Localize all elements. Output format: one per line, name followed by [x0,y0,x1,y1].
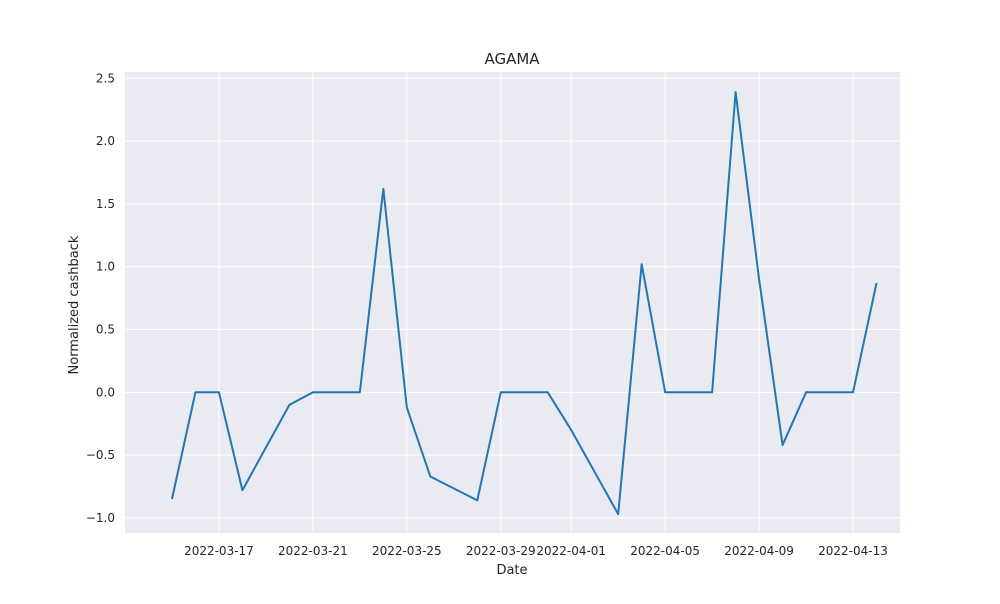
x-tick-label: 2022-03-25 [372,544,442,558]
y-tick-label: 2.0 [96,134,115,148]
chart-title: AGAMA [484,50,540,68]
x-tick-label: 2022-03-29 [466,544,536,558]
x-tick-label: 2022-04-01 [536,544,606,558]
x-tick-label: 2022-04-05 [630,544,700,558]
y-tick-label: −1.0 [86,511,115,525]
y-tick-label: 1.5 [96,197,115,211]
x-axis-label: Date [496,563,527,578]
x-axis-ticks: 2022-03-17 2022-03-21 2022-03-25 2022-03-29… [184,544,888,558]
y-axis-ticks: −1.0 −0.5 0.0 0.5 1.0 1.5 2.0 2.5 [86,71,115,525]
y-tick-label: −0.5 [86,448,115,462]
y-tick-label: 0.0 [96,385,115,399]
plot-area [125,72,900,533]
series-line [170,91,878,516]
x-tick-label: 2022-04-13 [818,544,888,558]
x-tick-label: 2022-04-09 [724,544,794,558]
y-axis-label: Normalized cashback [67,235,82,374]
series-group [170,91,878,516]
y-tick-label: 0.5 [96,323,115,337]
x-tick-label: 2022-03-17 [184,544,254,558]
y-tick-label: 1.0 [96,260,115,274]
x-tick-label: 2022-03-21 [278,544,348,558]
y-tick-label: 2.5 [96,71,115,85]
